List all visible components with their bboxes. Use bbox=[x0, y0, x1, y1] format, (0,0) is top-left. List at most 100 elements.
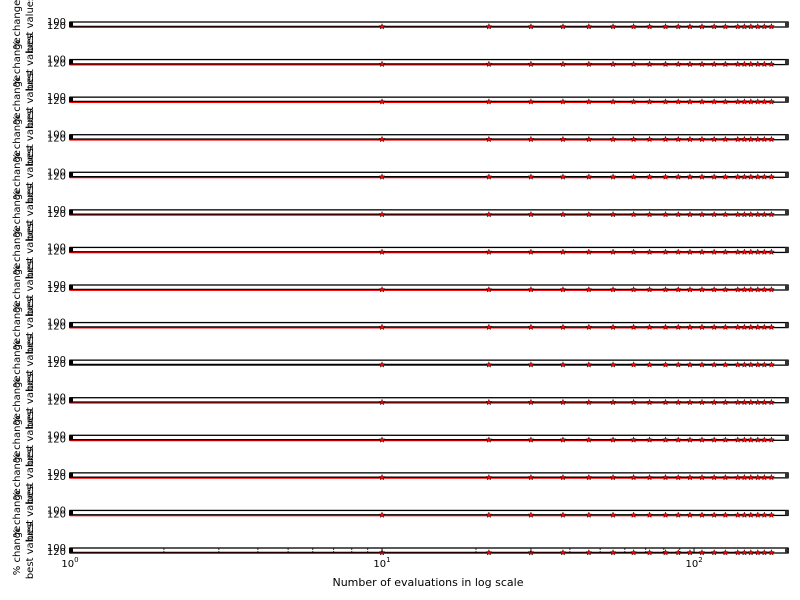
panel-left-cap bbox=[69, 435, 73, 441]
data-point-star bbox=[754, 549, 762, 556]
panel-right-cap bbox=[785, 247, 789, 253]
data-point-star bbox=[754, 361, 762, 368]
y-tick-label: 100 bbox=[47, 280, 66, 291]
data-point-star bbox=[768, 511, 775, 518]
panel-right-cap bbox=[785, 285, 789, 290]
data-point-star bbox=[609, 210, 617, 218]
y-axis-label: best values bbox=[25, 522, 36, 579]
data-point-star bbox=[559, 436, 567, 443]
data-point-star bbox=[646, 361, 653, 368]
data-point-star bbox=[741, 135, 748, 143]
data-point-star bbox=[585, 361, 593, 368]
panel-right-cap bbox=[785, 209, 789, 215]
data-point-star bbox=[734, 210, 742, 218]
data-point-star bbox=[760, 398, 768, 406]
data-point-star bbox=[734, 323, 742, 331]
data-point-star bbox=[485, 398, 493, 406]
data-point-star bbox=[741, 98, 748, 105]
data-point-star bbox=[378, 323, 386, 331]
data-point-star bbox=[698, 286, 706, 293]
data-point-star bbox=[527, 135, 535, 143]
data-point-star bbox=[686, 210, 694, 218]
y-axis-label: best values bbox=[25, 447, 36, 504]
panel-right-cap bbox=[785, 510, 789, 516]
data-point-star bbox=[559, 473, 567, 481]
data-point-star bbox=[710, 173, 718, 180]
panel-right-cap bbox=[785, 397, 789, 403]
y-tick-label: 100 bbox=[47, 130, 66, 141]
panel-left-cap bbox=[69, 22, 73, 27]
data-point-star bbox=[754, 248, 762, 255]
y-axis-label: % change bbox=[12, 0, 23, 49]
data-point-star bbox=[609, 436, 617, 443]
data-point-star bbox=[378, 173, 386, 180]
data-point-star bbox=[747, 361, 755, 368]
data-point-star bbox=[609, 173, 617, 180]
data-point-star bbox=[630, 361, 637, 368]
data-point-star bbox=[768, 60, 775, 68]
y-axis-label: best values bbox=[25, 184, 36, 241]
data-point-star bbox=[686, 98, 694, 105]
data-point-star bbox=[734, 398, 742, 406]
data-point-star bbox=[698, 436, 706, 443]
panel-left-cap bbox=[69, 510, 73, 516]
y-axis-label: % change bbox=[12, 225, 23, 274]
data-point-star bbox=[698, 248, 706, 255]
data-point-star bbox=[710, 361, 718, 368]
panel-right-cap bbox=[785, 360, 789, 366]
data-point-star bbox=[585, 436, 593, 443]
data-point-star bbox=[747, 135, 755, 143]
data-point-star bbox=[674, 248, 682, 255]
data-point-star bbox=[754, 98, 762, 105]
data-point-star bbox=[734, 98, 742, 105]
data-point-star bbox=[674, 436, 682, 443]
data-point-star bbox=[741, 361, 748, 368]
data-point-star bbox=[747, 173, 755, 180]
data-point-star bbox=[662, 549, 669, 556]
panel-right-cap bbox=[785, 435, 789, 441]
y-axis-label: best values bbox=[25, 409, 36, 466]
data-point-star bbox=[662, 98, 669, 105]
data-point-star bbox=[527, 511, 535, 518]
data-point-star bbox=[768, 473, 775, 481]
data-point-star bbox=[698, 135, 706, 143]
panel-right-cap bbox=[785, 548, 789, 553]
y-axis-label: best values bbox=[25, 484, 36, 541]
data-point-star bbox=[527, 473, 535, 481]
data-point-star bbox=[698, 473, 706, 481]
data-point-star bbox=[630, 98, 637, 105]
data-point-star bbox=[760, 210, 768, 218]
data-point-star bbox=[585, 60, 593, 68]
panel-right-cap bbox=[785, 322, 789, 328]
data-point-star bbox=[734, 473, 742, 481]
data-point-star bbox=[674, 135, 682, 143]
y-axis-label: best values bbox=[25, 221, 36, 278]
y-axis-label: best values bbox=[25, 71, 36, 128]
data-point-star bbox=[662, 361, 669, 368]
data-point-star bbox=[747, 398, 755, 406]
data-point-star bbox=[710, 98, 718, 105]
data-point-star bbox=[741, 436, 748, 443]
panel-left-cap bbox=[69, 322, 73, 328]
data-point-star bbox=[646, 23, 653, 30]
data-point-star bbox=[734, 23, 742, 30]
data-point-star bbox=[698, 60, 706, 68]
data-point-star bbox=[674, 323, 682, 331]
data-point-star bbox=[609, 98, 617, 105]
panel-right-cap bbox=[785, 59, 789, 65]
data-point-star bbox=[722, 248, 729, 255]
data-point-star bbox=[646, 98, 653, 105]
data-point-star bbox=[722, 398, 729, 406]
data-point-star bbox=[698, 511, 706, 518]
data-point-star bbox=[761, 60, 768, 68]
data-point-star bbox=[378, 98, 386, 105]
panel-left-cap bbox=[69, 247, 73, 253]
data-point-star bbox=[630, 173, 637, 180]
data-point-star bbox=[754, 23, 762, 30]
data-point-star bbox=[485, 173, 493, 180]
data-point-star bbox=[630, 60, 637, 68]
data-point-star bbox=[747, 473, 755, 481]
